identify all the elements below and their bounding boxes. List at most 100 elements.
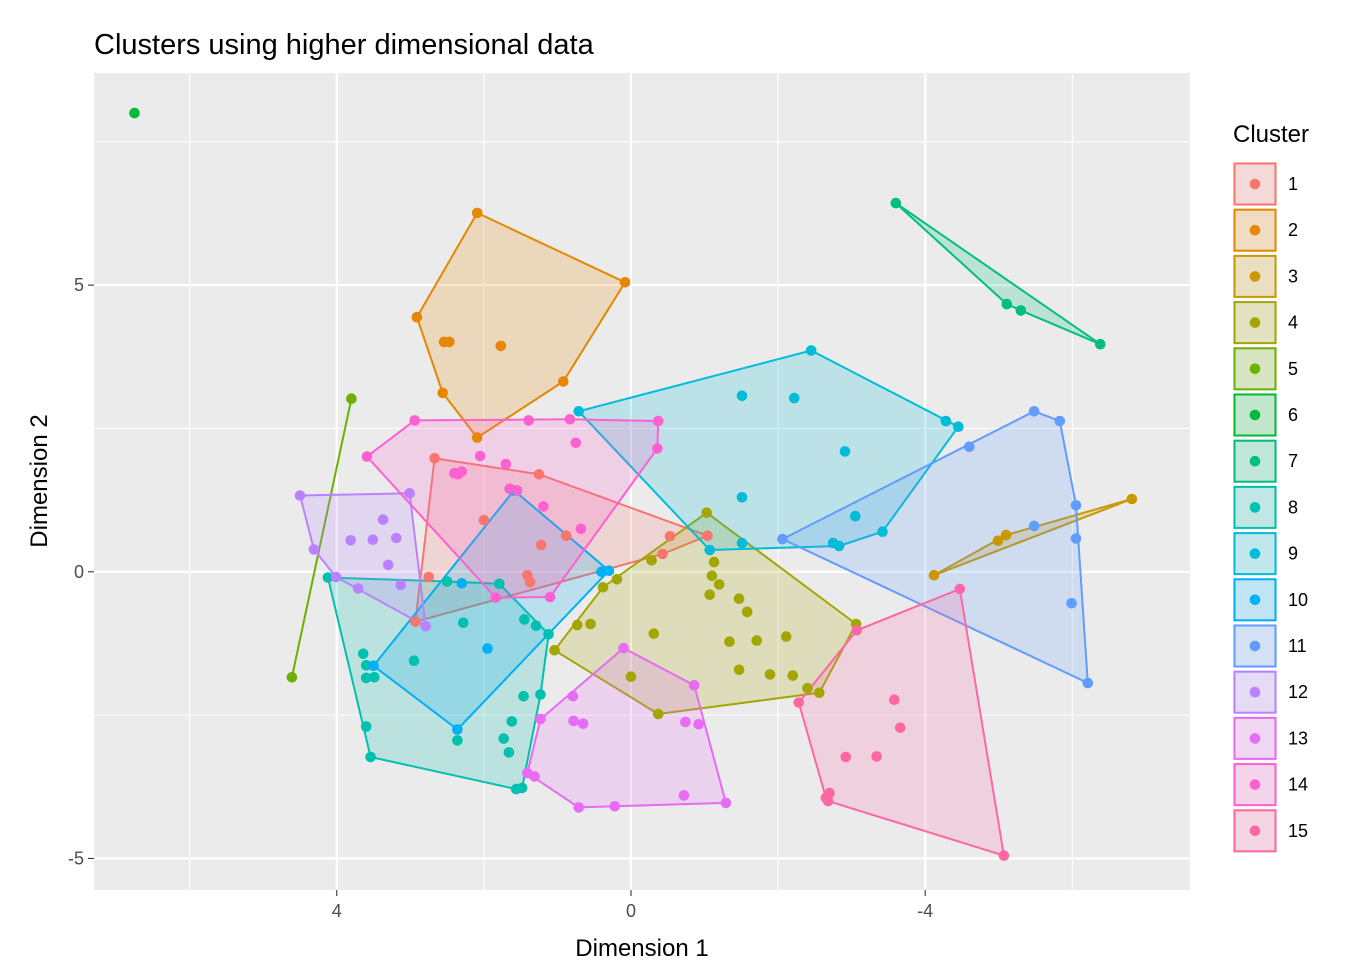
cluster-4-point	[706, 570, 718, 582]
y-tick-label: -5	[68, 848, 84, 868]
cluster-1-point	[423, 571, 435, 583]
legend-label-13: 13	[1288, 728, 1308, 748]
legend-label-11: 11	[1288, 636, 1307, 656]
cluster-14-point	[511, 485, 523, 496]
cluster-2-point	[444, 336, 455, 348]
cluster-3-hull	[933, 498, 1133, 577]
cluster-10-point	[452, 724, 463, 735]
legend-label-1: 1	[1288, 174, 1298, 194]
cluster-9-point	[573, 406, 584, 417]
cluster-1-point	[410, 616, 421, 627]
cluster-7-point	[1001, 298, 1013, 310]
cluster-14-point	[538, 501, 549, 512]
legend-label-7: 7	[1288, 451, 1298, 471]
cluster-12-point	[404, 488, 415, 499]
cluster-12-point	[395, 579, 407, 591]
cluster-14-point	[575, 523, 587, 535]
cluster-2-point	[411, 311, 423, 323]
cluster-9-point	[789, 392, 800, 404]
legend-key-point-8	[1249, 502, 1261, 513]
cluster-9-point	[940, 415, 952, 427]
cluster-3-point	[992, 535, 1004, 547]
cluster-8-point	[408, 655, 420, 666]
cluster-1-point	[560, 530, 572, 541]
cluster-12-point	[345, 535, 357, 546]
legend-key-point-6	[1249, 409, 1261, 421]
cluster-14-point	[474, 450, 486, 462]
cluster-8-point	[369, 672, 380, 683]
cluster-3-point	[1000, 529, 1012, 541]
legend-key-point-3	[1249, 271, 1261, 282]
cluster-15-point	[954, 583, 966, 595]
cluster-11-point	[1028, 520, 1040, 532]
cluster-3-point	[928, 569, 940, 581]
cluster-9-point	[953, 421, 964, 433]
cluster-13-point	[568, 715, 579, 727]
x-axis-title: Dimension 1	[575, 935, 708, 962]
legend-label-5: 5	[1288, 359, 1298, 379]
cluster-9-point	[736, 492, 748, 503]
cluster-8-point	[543, 629, 554, 640]
cluster-13-point	[535, 713, 546, 725]
cluster-10-point	[456, 578, 468, 589]
cluster-2-point	[619, 277, 631, 288]
legend-label-3: 3	[1288, 266, 1298, 286]
cluster-9-point	[850, 510, 861, 522]
y-axis-title: Dimension 2	[26, 414, 53, 547]
cluster-12-point	[382, 559, 394, 571]
cluster-13-point	[577, 718, 589, 729]
legend-key-point-7	[1249, 455, 1261, 467]
legend-key-7	[1233, 439, 1277, 483]
cluster-7-point	[1015, 305, 1027, 316]
cluster-8-point	[535, 689, 546, 700]
cluster-12-point	[391, 532, 402, 544]
cluster-12-point	[377, 514, 389, 525]
cluster-15-point	[793, 697, 804, 708]
cluster-hulls	[290, 202, 1133, 857]
legend-item-8: 8	[1233, 485, 1298, 530]
cluster-13-point	[688, 680, 700, 691]
cluster-4-point	[585, 618, 596, 630]
cluster-8-point	[516, 782, 528, 794]
cluster-1-point	[478, 514, 490, 526]
legend-key-point-1	[1249, 178, 1261, 190]
cluster-1-point	[524, 576, 536, 588]
legend-title: Cluster	[1233, 121, 1309, 148]
legend-label-8: 8	[1288, 497, 1298, 517]
legend-item-14: 14	[1233, 762, 1308, 807]
cluster-8-point	[519, 614, 530, 625]
cluster-9-point	[704, 544, 715, 556]
cluster-15-point	[851, 625, 863, 636]
cluster-14-point	[652, 443, 663, 454]
cluster-2-point	[495, 340, 507, 352]
cluster-2-point	[471, 432, 483, 443]
cluster-4-point	[572, 619, 583, 631]
cluster-4-point	[625, 671, 637, 682]
legend-key-point-11	[1249, 640, 1261, 652]
cluster-4-point	[701, 507, 712, 518]
cluster-9-point	[877, 526, 888, 537]
legend-label-2: 2	[1288, 220, 1298, 240]
cluster-15-point	[871, 751, 882, 762]
legend-label-9: 9	[1288, 544, 1298, 564]
cluster-11-point	[1028, 406, 1040, 417]
cluster-13-point	[573, 802, 584, 813]
cluster-8-point	[518, 690, 529, 702]
legend-key-13	[1233, 716, 1277, 760]
legend-key-point-14	[1249, 779, 1261, 790]
cluster-11-point	[1070, 533, 1082, 544]
legend-key-point-13	[1249, 733, 1261, 744]
cluster-4-point	[646, 555, 657, 566]
cluster-9-point	[736, 390, 748, 402]
legend-label-10: 10	[1288, 590, 1308, 610]
cluster-15-point	[840, 751, 852, 763]
cluster-1-point	[702, 530, 713, 541]
legend-key-2	[1233, 208, 1277, 252]
cluster-8-point	[530, 620, 542, 631]
cluster-15-point	[822, 795, 834, 807]
cluster-8-point	[365, 751, 376, 763]
cluster-11-point	[1054, 415, 1066, 427]
cluster-4-point	[549, 645, 560, 656]
legend-item-1: 1	[1233, 162, 1298, 206]
